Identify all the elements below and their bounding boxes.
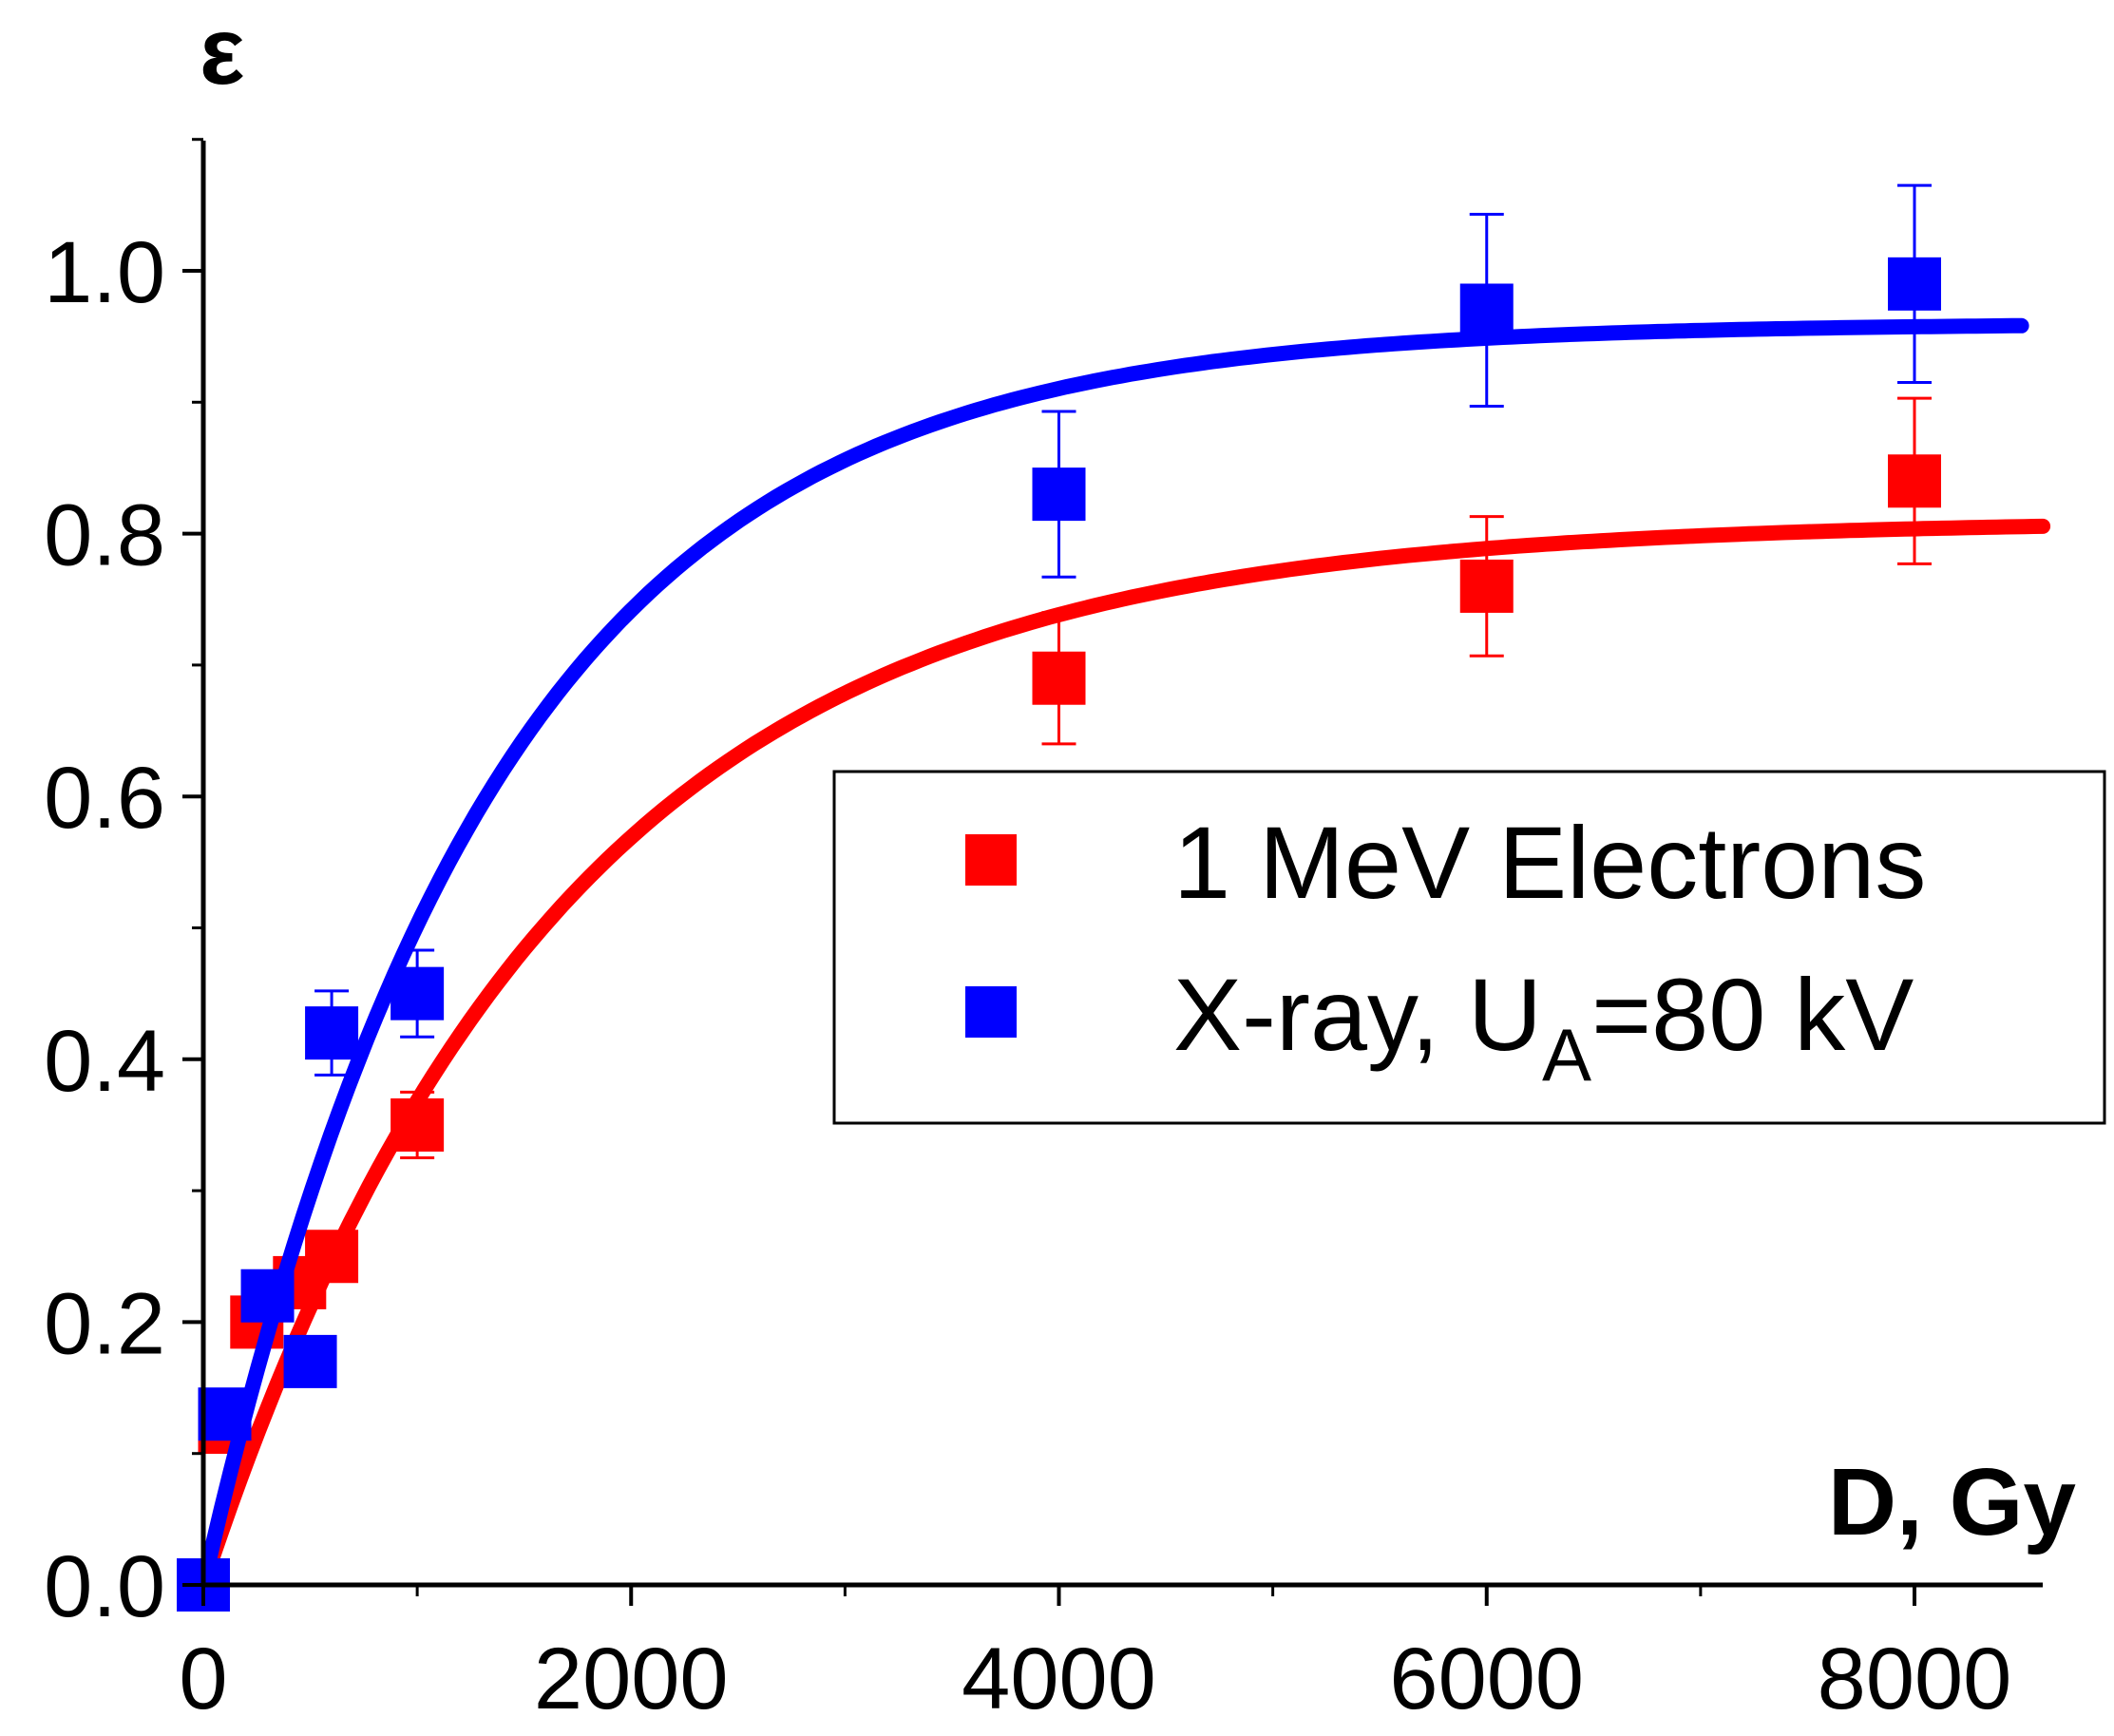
data-point-xray xyxy=(1459,283,1514,337)
data-point-xray xyxy=(1888,257,1941,311)
data-point-electrons xyxy=(1032,651,1086,705)
legend-marker-xray xyxy=(965,986,1017,1038)
x-axis-ticks: 0 2000 4000 6000 8000 xyxy=(179,1585,2011,1727)
x-tick-label: 2000 xyxy=(534,1631,729,1727)
x-tick-label: 8000 xyxy=(1818,1631,2012,1727)
data-point-xray xyxy=(1032,467,1086,522)
y-tick-label: 0.4 xyxy=(44,1013,165,1110)
data-point-xray xyxy=(390,966,445,1021)
data-point-xray xyxy=(305,1006,359,1060)
legend-label-electrons: 1 MeV Electrons xyxy=(1173,805,1926,920)
data-point-electrons xyxy=(305,1230,359,1284)
x-tick-label: 6000 xyxy=(1389,1631,1584,1727)
data-point-electrons xyxy=(1888,454,1941,508)
y-tick-label: 0.8 xyxy=(44,487,165,584)
data-point-electrons xyxy=(390,1097,445,1152)
data-point-xray xyxy=(240,1269,295,1323)
data-point-xray xyxy=(283,1334,337,1388)
y-axis-title: ε xyxy=(200,0,244,105)
fit-curve-electrons xyxy=(196,518,2051,1593)
y-tick-label: 0.6 xyxy=(44,750,165,847)
series-xray xyxy=(177,183,2029,1612)
x-tick-label: 0 xyxy=(179,1631,227,1727)
data-point-electrons xyxy=(1459,559,1514,613)
legend-label-xray: X-ray, UA=80 kV xyxy=(1173,957,1914,1097)
legend: 1 MeV Electrons X-ray, UA=80 kV xyxy=(832,770,2106,1125)
y-tick-label: 1.0 xyxy=(44,224,165,321)
plot-area xyxy=(177,183,2051,1612)
x-tick-label: 4000 xyxy=(962,1631,1156,1727)
y-axis-ticks: 0.0 0.2 0.4 0.6 0.8 1.0 xyxy=(44,138,203,1635)
fit-curve-xray xyxy=(196,317,2029,1593)
y-tick-label: 0.0 xyxy=(44,1538,165,1635)
y-tick-label: 0.2 xyxy=(44,1275,165,1372)
x-axis-title: D, Gy xyxy=(1828,1449,2077,1555)
legend-box xyxy=(832,770,2106,1125)
data-point-xray xyxy=(198,1387,252,1441)
legend-marker-electrons xyxy=(965,834,1017,886)
